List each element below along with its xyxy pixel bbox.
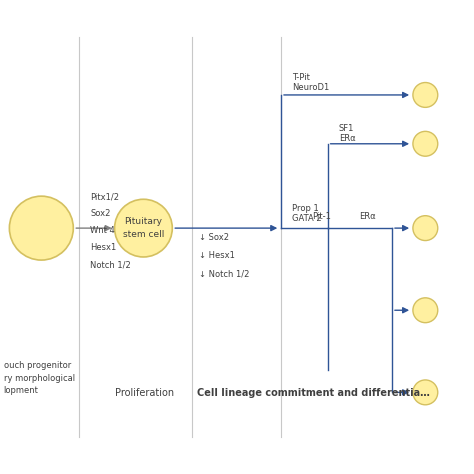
Text: ↓ Notch 1/2: ↓ Notch 1/2 bbox=[199, 270, 249, 279]
Text: Notch 1/2: Notch 1/2 bbox=[90, 260, 131, 269]
Text: Pit-1: Pit-1 bbox=[312, 212, 331, 221]
Text: Pituitary
stem cell: Pituitary stem cell bbox=[123, 218, 164, 239]
Circle shape bbox=[413, 131, 438, 156]
Circle shape bbox=[413, 82, 438, 108]
Text: Wnt 4: Wnt 4 bbox=[90, 227, 115, 236]
Text: Proliferation: Proliferation bbox=[115, 388, 173, 398]
Text: ouch progenitor
ry morphological
lopment: ouch progenitor ry morphological lopment bbox=[4, 361, 75, 395]
Text: Cell lineage commitment and differentia…: Cell lineage commitment and differentia… bbox=[197, 388, 429, 398]
Text: ERα: ERα bbox=[359, 212, 375, 221]
Circle shape bbox=[413, 216, 438, 240]
Text: Hesx1: Hesx1 bbox=[90, 243, 117, 252]
Text: ↓ Sox2: ↓ Sox2 bbox=[199, 233, 229, 242]
Circle shape bbox=[115, 199, 172, 257]
Circle shape bbox=[9, 196, 73, 260]
Text: Sox2: Sox2 bbox=[90, 210, 110, 219]
Text: Pitx1/2: Pitx1/2 bbox=[90, 192, 119, 201]
Circle shape bbox=[413, 298, 438, 323]
Text: Prop 1
GATA 2: Prop 1 GATA 2 bbox=[292, 204, 322, 223]
Text: SF1
ERα: SF1 ERα bbox=[339, 124, 356, 143]
Circle shape bbox=[413, 380, 438, 405]
Text: ↓ Hesx1: ↓ Hesx1 bbox=[199, 251, 235, 260]
Text: T-Pit
NeuroD1: T-Pit NeuroD1 bbox=[292, 73, 329, 92]
